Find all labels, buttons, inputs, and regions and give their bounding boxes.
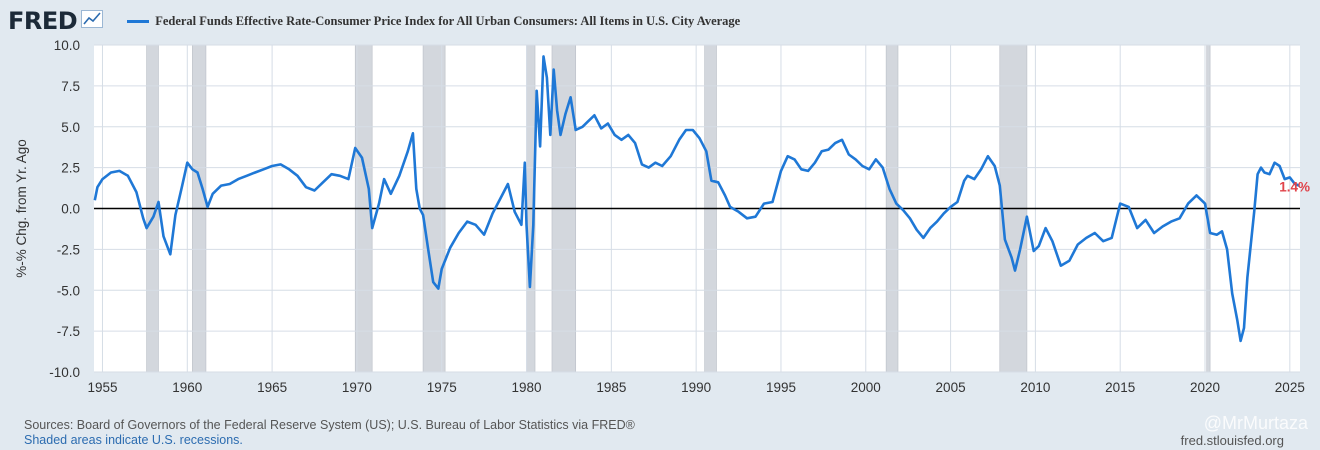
- recession-note[interactable]: Shaded areas indicate U.S. recessions.: [24, 433, 243, 447]
- fred-logo[interactable]: FRED: [8, 7, 78, 35]
- x-tick-label: 2025: [1275, 380, 1305, 395]
- y-tick-label: 10.0: [54, 38, 80, 53]
- x-tick-label: 1985: [596, 380, 626, 395]
- x-tick-label: 1975: [427, 380, 457, 395]
- y-tick-label: -10.0: [49, 365, 80, 380]
- x-tick-label: 1965: [257, 380, 287, 395]
- fred-logo-chart-icon: [81, 9, 104, 33]
- series-line: [93, 55, 1300, 343]
- x-tick-label: 1955: [87, 380, 117, 395]
- chart: 10.0 7.5 5.0 2.5 0.0 -2.5 -5.0 -7.5 -10.0 1955 196…: [14, 38, 1310, 395]
- x-tick-label: 2005: [936, 380, 966, 395]
- x-tick-label: 2020: [1190, 380, 1220, 395]
- last-value-label: 1.4%: [1279, 180, 1310, 195]
- x-tick-label: 2000: [851, 380, 881, 395]
- watermark: @MrMurtaza: [1203, 413, 1308, 433]
- footer: Sources: Board of Governors of the Feder…: [24, 418, 635, 448]
- chart-header: FRED Federal Funds Effective Rate-Consum…: [8, 6, 740, 36]
- x-tick-label: 1990: [681, 380, 711, 395]
- y-tick-label: 5.0: [61, 120, 80, 135]
- x-tick-label: 1980: [512, 380, 542, 395]
- y-axis-label: %-% Chg. from Yr. Ago: [14, 139, 29, 278]
- x-tick-label: 1970: [342, 380, 372, 395]
- y-tick-label: 2.5: [61, 161, 80, 176]
- legend-label: Federal Funds Effective Rate-Consumer Pr…: [155, 13, 741, 28]
- y-tick-label: -5.0: [57, 283, 80, 298]
- fred-credit-link[interactable]: fred.stlouisfed.org: [1180, 433, 1284, 448]
- x-tick-label: 2010: [1020, 380, 1050, 395]
- x-tick-label: 2015: [1105, 380, 1135, 395]
- legend-swatch: [127, 19, 150, 23]
- x-tick-label: 1995: [766, 380, 796, 395]
- y-tick-label: -7.5: [57, 324, 80, 339]
- y-tick-label: -2.5: [57, 242, 80, 257]
- y-tick-label: 0.0: [61, 202, 80, 217]
- y-tick-label: 7.5: [61, 79, 80, 94]
- sources-note: Sources: Board of Governors of the Feder…: [24, 418, 635, 432]
- x-tick-label: 1960: [172, 380, 202, 395]
- legend: Federal Funds Effective Rate-Consumer Pr…: [127, 14, 740, 29]
